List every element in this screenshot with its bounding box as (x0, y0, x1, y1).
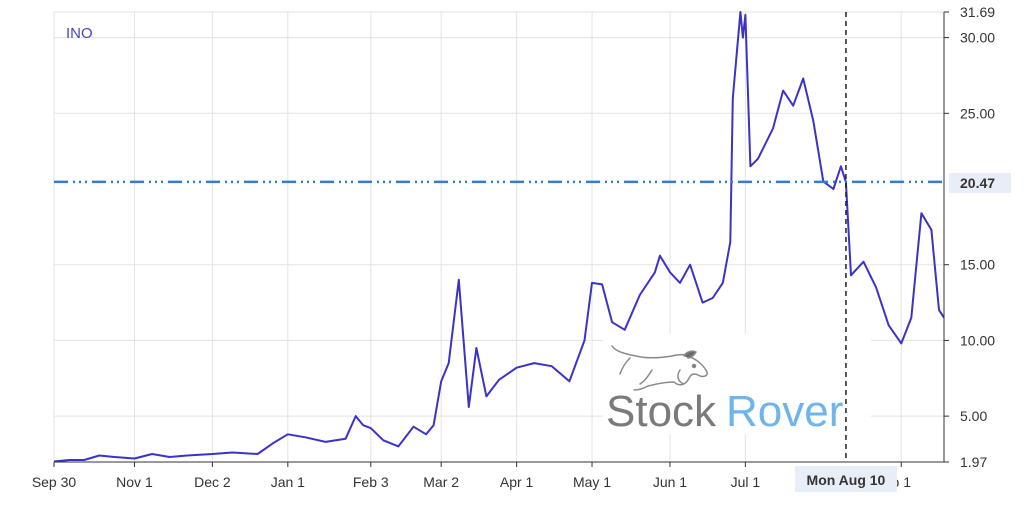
price-label: 20.47 (960, 175, 995, 191)
y-tick-label: 1.97 (960, 454, 987, 470)
price-label-box (949, 173, 1011, 193)
x-tick-label: May 1 (573, 474, 611, 490)
y-tick-label: 5.00 (960, 408, 987, 424)
x-axis-ticks: Sep 30 Nov 1 Dec 2 Jan 1 Feb 3 Mar 2 Apr 1 May … (32, 462, 911, 490)
watermark-stock-text: Stock (606, 387, 717, 436)
x-tick-label: Feb 3 (353, 474, 389, 490)
x-tick-label: Apr 1 (500, 474, 534, 490)
y-tick-label: 31.69 (960, 4, 995, 20)
y-tick-label: 25.00 (960, 105, 995, 121)
x-tick-label: Jan 1 (271, 474, 305, 490)
x-tick-label: Nov 1 (116, 474, 153, 490)
y-axis-ticks: 5.00 10.00 15.00 25.00 30.00 31.69 1.97 (944, 4, 995, 470)
x-tick-label: Jul 1 (731, 474, 761, 490)
y-tick-label: 15.00 (960, 257, 995, 273)
ticker-label: INO (66, 25, 93, 42)
series-line-ino (53, 11, 945, 463)
cursor-date-box (794, 466, 897, 492)
grid-lines (53, 11, 944, 463)
x-tick-label: Jun 1 (653, 474, 687, 490)
cursor-date-label: Mon Aug 10 (807, 472, 886, 488)
x-tick-label: Mar 2 (423, 474, 459, 490)
x-tick-label: Sep 30 (32, 474, 77, 490)
x-tick-label: Dec 2 (194, 474, 231, 490)
stockrover-watermark: Stock Rover (603, 334, 871, 436)
watermark-rover-text: Rover (726, 387, 843, 436)
dog-logo-icon (611, 345, 708, 391)
y-tick-label: 10.00 (960, 332, 995, 348)
y-tick-label: 30.00 (960, 30, 995, 46)
